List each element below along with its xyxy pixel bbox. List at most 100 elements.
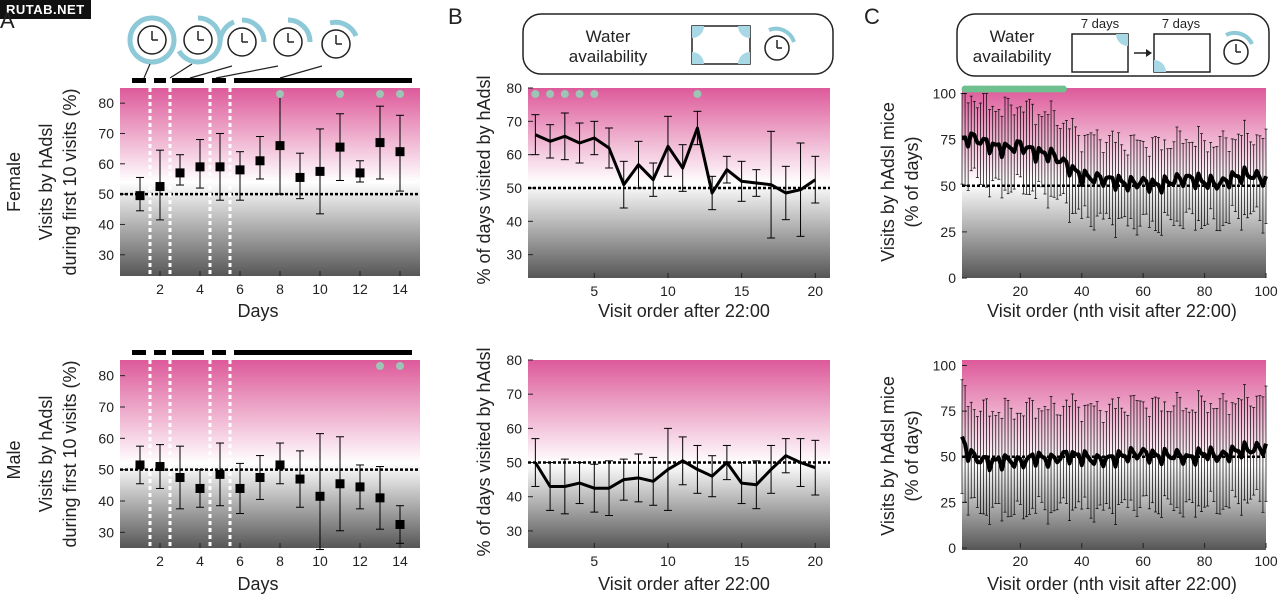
x-tick-label: 4	[196, 553, 204, 569]
data-point	[175, 473, 185, 482]
data-point	[375, 138, 385, 148]
x-tick-label: 6	[236, 553, 244, 569]
data-point	[295, 172, 305, 182]
x-tick-label: 12	[352, 553, 368, 569]
x-tick-label: 20	[807, 283, 823, 299]
period-bar	[212, 350, 226, 355]
sig	[376, 362, 404, 370]
y-tick-label: 60	[98, 430, 114, 446]
period-bar	[234, 350, 412, 355]
y-tick-label: 40	[506, 213, 522, 229]
c-female-ylabel-1: Visits by hAdsl mice	[878, 102, 898, 262]
x-tick-label: 80	[1197, 283, 1213, 299]
y-tick-label: 60	[98, 156, 114, 172]
inset-b-text-1: Water	[586, 27, 631, 46]
data-point	[335, 142, 345, 152]
chart-b-female: 30 40 50 60 70 80 5 10 15 20 % of days visited by…	[474, 75, 830, 321]
c-male-xlabel: Visit order (nth visit after 22:00)	[987, 574, 1237, 594]
chart-a-female: 30 40 50 60 70 80 2 4 6 8 10 12 14 Female Visits by …	[4, 78, 420, 321]
y-tick-label: 100	[933, 86, 957, 102]
data-point	[195, 162, 205, 172]
sig	[531, 90, 702, 98]
x-tick-label: 60	[1135, 553, 1151, 569]
ticks: 0 25 50 75 100 20 40 60 80 100	[933, 86, 1278, 299]
clock-icon	[127, 15, 177, 65]
row-label-female: Female	[4, 152, 24, 212]
sig	[276, 90, 404, 98]
x-tick-label: 15	[734, 553, 750, 569]
significance-dot	[531, 90, 540, 98]
significance-dot	[546, 90, 555, 98]
significance-dot	[693, 90, 702, 98]
a-male-xlabel: Days	[237, 574, 278, 594]
period-bar	[132, 78, 146, 83]
data-point	[315, 491, 325, 501]
data-point	[315, 166, 325, 176]
a-male-ylabel-2: during first 10 visits (%)	[60, 360, 80, 547]
refline	[120, 360, 420, 548]
series-line	[534, 454, 816, 490]
c-female-xlabel: Visit order (nth visit after 22:00)	[987, 301, 1237, 321]
data-point	[395, 520, 405, 529]
a-female-ylabel-2: during first 10 visits (%)	[60, 88, 80, 275]
y-tick-label: 80	[506, 352, 522, 368]
y-tick-label: 30	[506, 247, 522, 263]
significance-dot	[376, 90, 384, 98]
x-tick-label: 6	[236, 281, 244, 297]
x-tick-label: 5	[590, 283, 598, 299]
marks	[531, 427, 820, 517]
ticks: 30 40 50 60 70 80 5 10 15 20	[506, 80, 823, 299]
data-point	[255, 473, 265, 482]
chart-b-male: 30 40 50 60 70 80 5 10 15 20 % of days visited by…	[474, 347, 830, 594]
data-point	[235, 483, 245, 493]
y-tick-label: 50	[98, 186, 114, 202]
clock-icons-row	[127, 15, 359, 79]
x-tick-label: 20	[1013, 283, 1029, 299]
significance-dot	[276, 90, 284, 98]
inset-b-text-2: availability	[569, 47, 648, 66]
x-tick-label: 8	[276, 553, 284, 569]
data-point	[215, 162, 225, 172]
series-line	[534, 126, 817, 195]
bars-above	[132, 78, 412, 83]
c-male-ylabel-2: (% of days)	[902, 410, 922, 501]
x-tick-label: 100	[1254, 283, 1278, 299]
period-bar	[212, 78, 226, 83]
ticks: 30 40 50 60 70 80 2 4 6 8 10 12 14	[98, 368, 408, 569]
y-tick-label: 0	[948, 540, 956, 556]
clock-icon	[273, 17, 313, 57]
clock-icon	[1223, 30, 1254, 65]
inset-c-days-2: 7 days	[1162, 16, 1201, 31]
significance-dot	[590, 90, 599, 98]
x-tick-label: 14	[392, 553, 408, 569]
c-female-ylabel-2: (% of days)	[902, 136, 922, 227]
chart-c-male: 0 25 50 75 100 20 40 60 80 100 Visits by hAdsl mi…	[878, 357, 1278, 594]
y-tick-label: 40	[98, 216, 114, 232]
marks	[960, 379, 1268, 525]
data-point	[395, 147, 405, 157]
data-point	[195, 483, 205, 493]
chart-c-female: 0 25 50 75 100 20 40 60 80 100 Visits by hAdsl mi…	[878, 85, 1278, 321]
y-tick-label: 75	[940, 132, 956, 148]
x-tick-label: 40	[1074, 553, 1090, 569]
clock-icon	[764, 26, 796, 61]
x-tick-label: 4	[196, 281, 204, 297]
y-tick-label: 25	[940, 494, 956, 510]
significance-dot	[1059, 85, 1067, 93]
marks	[135, 433, 405, 551]
x-tick-label: 5	[590, 553, 598, 569]
plot-background	[120, 360, 420, 548]
series-line	[960, 435, 1268, 473]
x-tick-label: 14	[392, 281, 408, 297]
data-point	[355, 168, 365, 178]
x-tick-label: 2	[156, 553, 164, 569]
panel-letter-b: B	[448, 4, 463, 29]
x-tick-label: 12	[352, 281, 368, 297]
data-point	[135, 460, 145, 470]
data-point	[335, 479, 345, 489]
x-tick-label: 8	[276, 281, 284, 297]
data-point	[295, 474, 305, 484]
x-tick-label: 10	[312, 281, 328, 297]
x-tick-label: 20	[807, 553, 823, 569]
y-tick-label: 70	[506, 386, 522, 402]
